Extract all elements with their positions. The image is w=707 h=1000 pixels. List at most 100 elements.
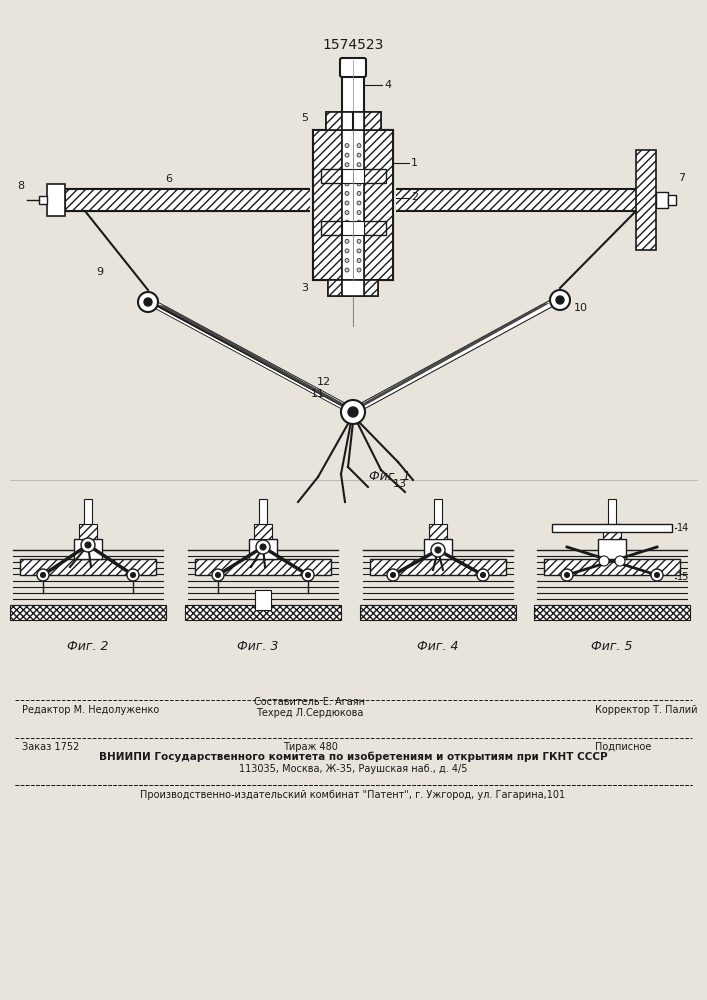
Bar bbox=[39, 196, 47, 204]
Bar bbox=[424, 539, 452, 559]
Circle shape bbox=[356, 153, 361, 158]
Circle shape bbox=[356, 248, 361, 253]
Circle shape bbox=[357, 144, 361, 148]
Bar bbox=[342, 221, 364, 235]
Circle shape bbox=[357, 182, 361, 186]
Circle shape bbox=[345, 258, 349, 262]
Text: 13: 13 bbox=[393, 479, 407, 489]
Bar bbox=[313, 130, 393, 280]
Text: Редактор М. Недолуженко: Редактор М. Недолуженко bbox=[22, 705, 159, 715]
Text: 5: 5 bbox=[301, 113, 308, 123]
Circle shape bbox=[345, 201, 349, 205]
Circle shape bbox=[345, 191, 349, 195]
Circle shape bbox=[345, 153, 349, 157]
Circle shape bbox=[85, 542, 91, 548]
Text: 10: 10 bbox=[574, 303, 588, 313]
Circle shape bbox=[357, 201, 361, 205]
Text: 8: 8 bbox=[17, 181, 24, 191]
Circle shape bbox=[345, 172, 349, 176]
Circle shape bbox=[615, 556, 625, 566]
Circle shape bbox=[344, 181, 349, 186]
Circle shape bbox=[357, 230, 361, 234]
Circle shape bbox=[390, 572, 395, 578]
Circle shape bbox=[345, 230, 349, 234]
Bar bbox=[534, 605, 690, 620]
Text: 6: 6 bbox=[165, 174, 172, 184]
Circle shape bbox=[344, 220, 349, 225]
Circle shape bbox=[356, 258, 361, 263]
Text: 4: 4 bbox=[384, 80, 391, 90]
Circle shape bbox=[344, 258, 349, 263]
Text: 2: 2 bbox=[411, 192, 418, 202]
Circle shape bbox=[387, 569, 399, 581]
Circle shape bbox=[357, 220, 361, 224]
Text: Фиг. 4: Фиг. 4 bbox=[417, 640, 459, 653]
Circle shape bbox=[550, 290, 570, 310]
Text: 113035, Москва, Ж-35, Раушская наб., д. 4/5: 113035, Москва, Ж-35, Раушская наб., д. … bbox=[239, 764, 467, 774]
Circle shape bbox=[357, 268, 361, 272]
Text: Фиг. 5: Фиг. 5 bbox=[591, 640, 633, 653]
Circle shape bbox=[344, 153, 349, 158]
Circle shape bbox=[345, 182, 349, 186]
Circle shape bbox=[357, 172, 361, 176]
Text: ВНИИПИ Государственного комитета по изобретениям и открытиям при ГКНТ СССР: ВНИИПИ Государственного комитета по изоб… bbox=[99, 752, 607, 762]
Bar bbox=[360, 605, 516, 620]
Text: Подписное: Подписное bbox=[595, 742, 651, 752]
Bar bbox=[255, 590, 271, 610]
Bar bbox=[342, 280, 364, 296]
Bar bbox=[342, 280, 364, 296]
Circle shape bbox=[344, 172, 349, 177]
Text: Тираж 480: Тираж 480 bbox=[283, 742, 337, 752]
Bar bbox=[668, 195, 676, 205]
Circle shape bbox=[357, 249, 361, 253]
Circle shape bbox=[216, 572, 221, 578]
Circle shape bbox=[435, 547, 441, 553]
Bar bbox=[321, 221, 386, 235]
Circle shape bbox=[556, 296, 564, 304]
Circle shape bbox=[345, 268, 349, 272]
Text: 1: 1 bbox=[411, 158, 418, 168]
Bar bbox=[598, 539, 626, 559]
Circle shape bbox=[302, 569, 314, 581]
Bar bbox=[636, 150, 656, 250]
Text: 12: 12 bbox=[317, 377, 331, 387]
Text: 11: 11 bbox=[311, 389, 325, 399]
Bar bbox=[342, 112, 364, 130]
Circle shape bbox=[212, 569, 224, 581]
Bar bbox=[342, 221, 364, 235]
Circle shape bbox=[256, 540, 270, 554]
Circle shape bbox=[356, 172, 361, 177]
Circle shape bbox=[431, 543, 445, 557]
Bar bbox=[326, 112, 381, 130]
Bar bbox=[434, 499, 442, 524]
Bar bbox=[321, 168, 386, 182]
Text: 7: 7 bbox=[678, 173, 685, 183]
Text: Заказ 1752: Заказ 1752 bbox=[22, 742, 79, 752]
Bar bbox=[342, 130, 364, 280]
Circle shape bbox=[37, 569, 49, 581]
Text: 1574523: 1574523 bbox=[322, 38, 384, 52]
Circle shape bbox=[345, 220, 349, 224]
Circle shape bbox=[344, 191, 349, 196]
Circle shape bbox=[357, 153, 361, 157]
Bar bbox=[337, 130, 369, 280]
Circle shape bbox=[144, 298, 152, 306]
Circle shape bbox=[481, 572, 486, 578]
Bar bbox=[342, 280, 364, 296]
Text: Фиг. 2: Фиг. 2 bbox=[67, 640, 109, 653]
Bar bbox=[326, 112, 381, 130]
Bar bbox=[65, 189, 313, 211]
Bar bbox=[65, 189, 640, 211]
Bar bbox=[259, 499, 267, 524]
Bar bbox=[249, 539, 277, 559]
Circle shape bbox=[356, 239, 361, 244]
Bar bbox=[328, 280, 378, 296]
Circle shape bbox=[344, 162, 349, 167]
Bar bbox=[342, 168, 364, 182]
Text: 3: 3 bbox=[301, 283, 308, 293]
Bar bbox=[608, 499, 616, 524]
Circle shape bbox=[81, 538, 95, 552]
Text: Фиг. 1: Фиг. 1 bbox=[369, 470, 411, 483]
Bar bbox=[47, 184, 65, 216]
Circle shape bbox=[344, 143, 349, 148]
